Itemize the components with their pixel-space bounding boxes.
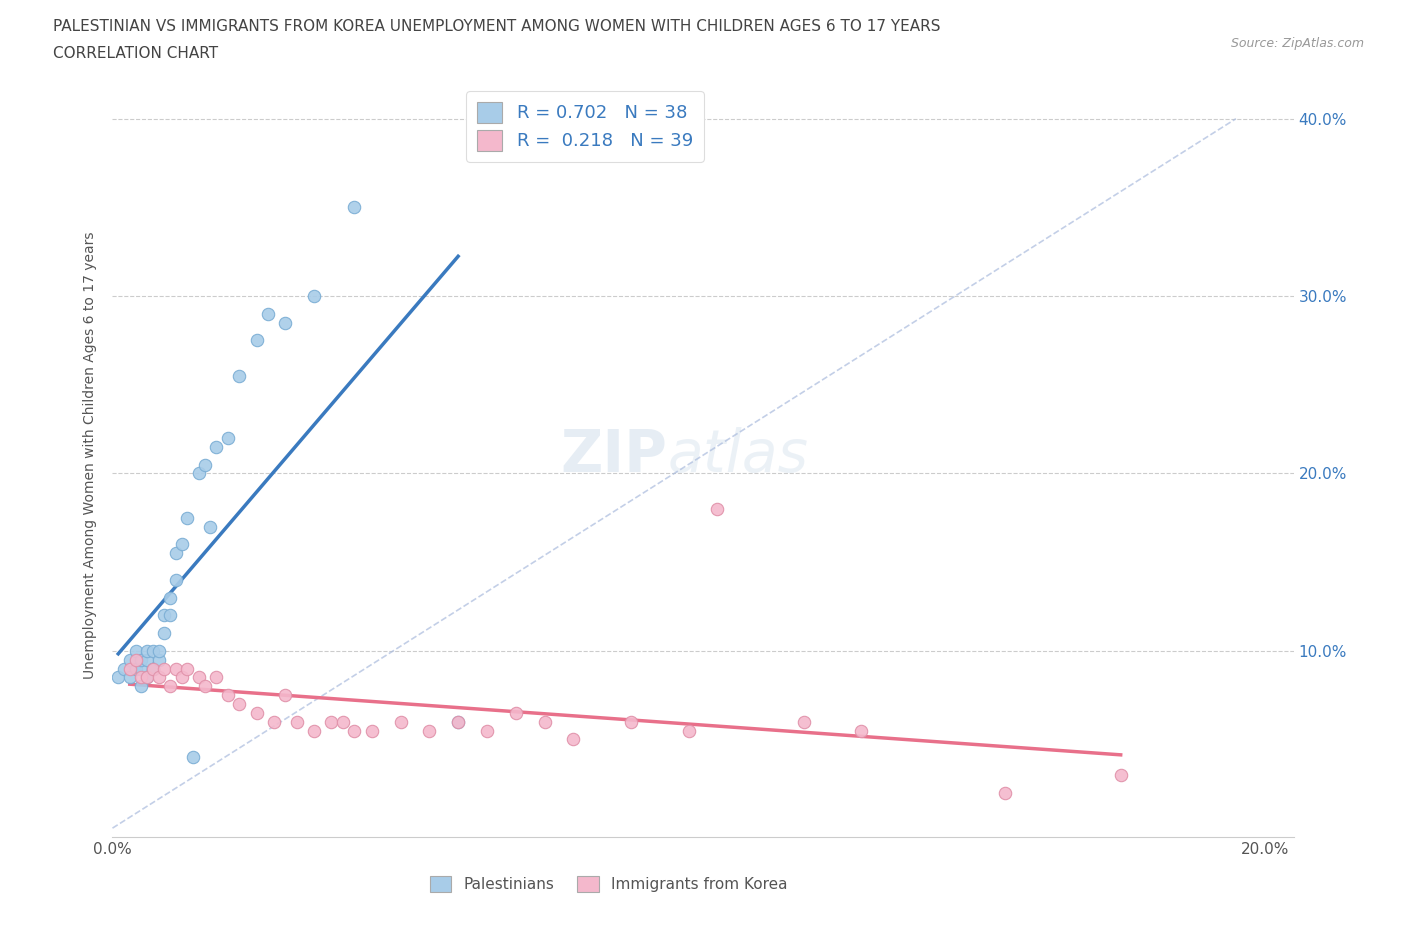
Legend: Palestinians, Immigrants from Korea: Palestinians, Immigrants from Korea (423, 870, 793, 898)
Point (217, 687, 239, 702)
Point (1109, 767, 1132, 782)
Point (200, 519, 222, 534)
Point (124, 652, 146, 667)
Point (107, 670, 129, 684)
Point (533, 714, 555, 729)
Point (263, 714, 285, 729)
Point (136, 652, 159, 667)
Point (194, 679, 217, 694)
Point (142, 661, 165, 676)
Point (129, 670, 152, 684)
Point (194, 458, 217, 472)
Point (129, 661, 152, 676)
Text: CORRELATION CHART: CORRELATION CHART (53, 46, 218, 61)
Point (562, 732, 585, 747)
Point (418, 724, 440, 738)
Point (165, 661, 187, 676)
Point (142, 644, 165, 658)
Point (159, 591, 181, 605)
Point (257, 306, 280, 321)
Point (124, 644, 146, 658)
Point (228, 368, 250, 383)
Point (159, 679, 181, 694)
Point (321, 714, 343, 729)
Point (176, 661, 198, 676)
Point (620, 714, 643, 729)
Point (302, 724, 325, 738)
Point (118, 661, 141, 676)
Point (112, 661, 135, 676)
Point (217, 431, 239, 445)
Text: Source: ZipAtlas.com: Source: ZipAtlas.com (1230, 37, 1364, 50)
Point (129, 679, 152, 694)
Point (153, 661, 176, 676)
Point (851, 724, 873, 738)
Point (447, 714, 470, 729)
Point (142, 661, 165, 676)
Point (228, 697, 250, 711)
Point (148, 670, 170, 684)
Text: PALESTINIAN VS IMMIGRANTS FROM KOREA UNEMPLOYMENT AMONG WOMEN WITH CHILDREN AGES: PALESTINIAN VS IMMIGRANTS FROM KOREA UNE… (53, 19, 941, 33)
Point (706, 501, 728, 516)
Point (994, 785, 1017, 800)
Point (343, 200, 366, 215)
Point (118, 670, 141, 684)
Point (245, 333, 267, 348)
Point (360, 724, 382, 738)
Point (181, 750, 204, 764)
Y-axis label: Unemployment Among Women with Children Ages 6 to 17 years: Unemployment Among Women with Children A… (83, 232, 97, 680)
Point (148, 644, 170, 658)
Point (205, 670, 228, 684)
Point (245, 706, 267, 721)
Point (153, 608, 176, 623)
Point (302, 288, 325, 303)
Point (153, 626, 176, 641)
Point (118, 652, 141, 667)
Point (136, 670, 159, 684)
Point (142, 661, 165, 676)
Point (124, 661, 146, 676)
Point (332, 714, 354, 729)
Point (136, 670, 159, 684)
Point (274, 315, 297, 330)
Text: atlas: atlas (668, 427, 808, 485)
Point (205, 439, 228, 454)
Point (793, 714, 815, 729)
Point (129, 652, 152, 667)
Point (170, 670, 193, 684)
Point (176, 511, 198, 525)
Point (165, 546, 187, 561)
Point (475, 724, 498, 738)
Point (148, 652, 170, 667)
Point (274, 687, 297, 702)
Point (678, 724, 700, 738)
Point (389, 714, 412, 729)
Point (165, 572, 187, 587)
Point (159, 608, 181, 623)
Point (505, 706, 527, 721)
Point (187, 670, 209, 684)
Point (343, 724, 366, 738)
Point (447, 714, 470, 729)
Point (170, 537, 193, 551)
Point (187, 466, 209, 481)
Point (136, 644, 159, 658)
Point (285, 714, 308, 729)
Text: ZIP: ZIP (561, 427, 668, 485)
